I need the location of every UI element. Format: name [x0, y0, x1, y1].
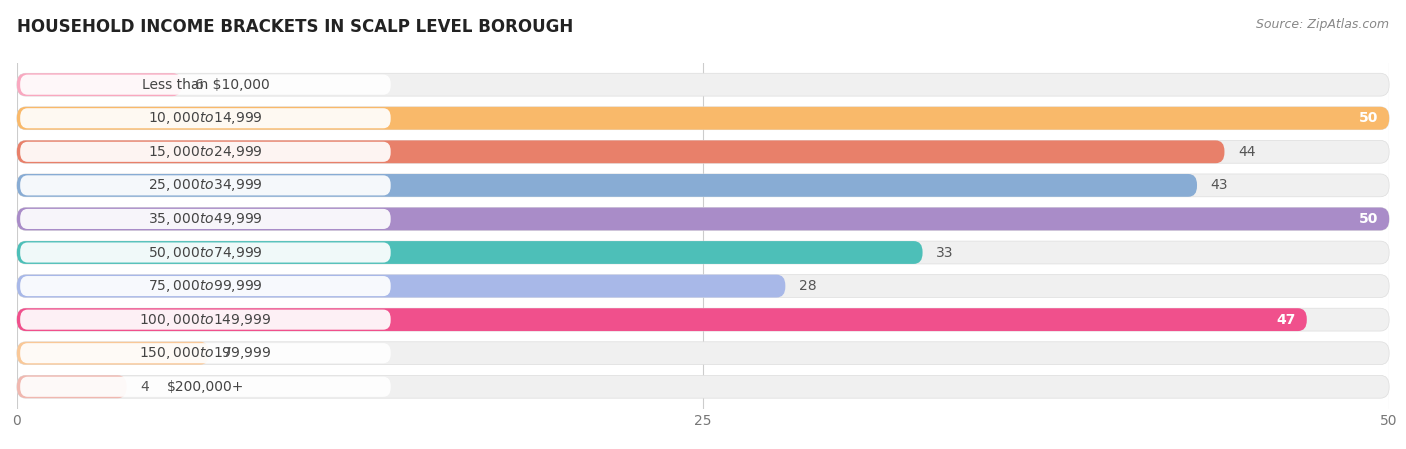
Text: $150,000 to $199,999: $150,000 to $199,999 — [139, 345, 271, 361]
FancyBboxPatch shape — [17, 207, 1389, 230]
Text: 28: 28 — [799, 279, 817, 293]
Text: 44: 44 — [1239, 145, 1256, 159]
Text: $10,000 to $14,999: $10,000 to $14,999 — [148, 110, 263, 126]
Text: $15,000 to $24,999: $15,000 to $24,999 — [148, 144, 263, 160]
Text: 47: 47 — [1277, 313, 1296, 326]
FancyBboxPatch shape — [17, 375, 1389, 398]
FancyBboxPatch shape — [17, 141, 1389, 163]
Text: $25,000 to $34,999: $25,000 to $34,999 — [148, 177, 263, 194]
Text: Source: ZipAtlas.com: Source: ZipAtlas.com — [1256, 18, 1389, 31]
Text: 33: 33 — [936, 246, 953, 260]
Text: HOUSEHOLD INCOME BRACKETS IN SCALP LEVEL BOROUGH: HOUSEHOLD INCOME BRACKETS IN SCALP LEVEL… — [17, 18, 574, 36]
FancyBboxPatch shape — [17, 275, 786, 298]
FancyBboxPatch shape — [20, 175, 391, 195]
FancyBboxPatch shape — [20, 377, 391, 397]
Text: 50: 50 — [1358, 111, 1378, 125]
Text: 4: 4 — [141, 380, 149, 394]
FancyBboxPatch shape — [17, 174, 1389, 197]
FancyBboxPatch shape — [20, 209, 391, 229]
FancyBboxPatch shape — [17, 141, 1225, 163]
Text: $50,000 to $74,999: $50,000 to $74,999 — [148, 245, 263, 260]
FancyBboxPatch shape — [17, 308, 1389, 331]
FancyBboxPatch shape — [17, 207, 1389, 230]
FancyBboxPatch shape — [17, 73, 1389, 96]
FancyBboxPatch shape — [17, 241, 922, 264]
Text: 6: 6 — [195, 78, 204, 92]
Text: $100,000 to $149,999: $100,000 to $149,999 — [139, 312, 271, 328]
Text: 43: 43 — [1211, 178, 1229, 192]
FancyBboxPatch shape — [17, 241, 1389, 264]
FancyBboxPatch shape — [20, 142, 391, 162]
FancyBboxPatch shape — [17, 107, 1389, 130]
FancyBboxPatch shape — [17, 73, 181, 96]
FancyBboxPatch shape — [20, 242, 391, 263]
FancyBboxPatch shape — [20, 343, 391, 363]
FancyBboxPatch shape — [17, 275, 1389, 298]
Text: $35,000 to $49,999: $35,000 to $49,999 — [148, 211, 263, 227]
FancyBboxPatch shape — [17, 375, 127, 398]
FancyBboxPatch shape — [17, 308, 1306, 331]
Text: $200,000+: $200,000+ — [167, 380, 245, 394]
Text: 7: 7 — [222, 346, 232, 360]
FancyBboxPatch shape — [17, 342, 209, 365]
FancyBboxPatch shape — [17, 174, 1197, 197]
FancyBboxPatch shape — [20, 75, 391, 95]
Text: $75,000 to $99,999: $75,000 to $99,999 — [148, 278, 263, 294]
FancyBboxPatch shape — [17, 107, 1389, 130]
FancyBboxPatch shape — [20, 276, 391, 296]
FancyBboxPatch shape — [17, 342, 1389, 365]
Text: Less than $10,000: Less than $10,000 — [142, 78, 270, 92]
Text: 50: 50 — [1358, 212, 1378, 226]
FancyBboxPatch shape — [20, 108, 391, 128]
FancyBboxPatch shape — [20, 310, 391, 330]
